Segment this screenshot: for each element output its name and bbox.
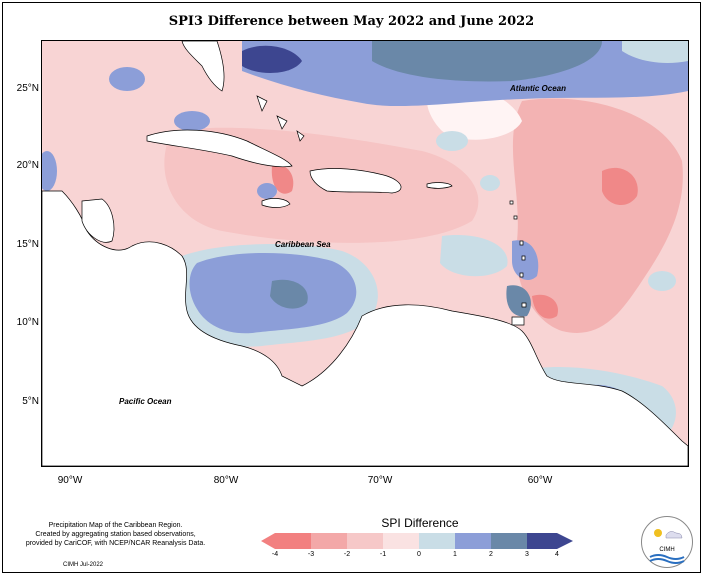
lon-tick-80: 80°W <box>213 475 239 486</box>
lat-tick-20: 20°N <box>16 160 39 171</box>
spi-difference-map <box>42 41 688 466</box>
legend-bin-6 <box>455 533 491 549</box>
footer-description: Precipitation Map of the Caribbean Regio… <box>23 521 208 548</box>
legend-bin-8 <box>527 533 557 549</box>
atlantic-ocean-label: Atlantic Ocean <box>510 84 567 93</box>
caribbean-sea-label: Caribbean Sea <box>275 240 331 249</box>
land-lesser-antilles <box>509 200 527 308</box>
legend-label--3: -3 <box>307 551 315 558</box>
legend-bin-7 <box>491 533 527 549</box>
legend-label-4: 4 <box>555 551 559 558</box>
spi-blob-pr <box>480 175 500 191</box>
cimh-logo: CIMH <box>641 516 693 568</box>
land-trinidad <box>511 316 525 326</box>
cimh-logo-text: CIMH <box>659 547 675 553</box>
spi-field-northeast-pale <box>622 41 688 63</box>
legend-bin-5 <box>419 533 455 549</box>
spi-field-antilles-dark <box>506 285 531 317</box>
map-title: SPI3 Difference between May 2022 and Jun… <box>168 14 535 29</box>
lon-tick-60: 60°W <box>527 475 553 486</box>
footer-line-2: Created by aggregating station based obs… <box>35 531 196 538</box>
footer-line-1: Precipitation Map of the Caribbean Regio… <box>48 522 183 529</box>
legend-label-0: 0 <box>417 551 421 558</box>
legend-label--2: -2 <box>343 551 351 558</box>
lat-tick-25: 25°N <box>16 83 39 94</box>
spi-spot-east-red <box>602 167 638 206</box>
land-hispaniola <box>309 168 402 194</box>
lat-tick-5: 5°N <box>22 396 39 407</box>
pacific-ocean-label: Pacific Ocean <box>119 397 172 406</box>
spi-blob-west-edge <box>42 151 57 191</box>
spi-field-north-darkest <box>242 45 302 73</box>
spi-blob-east-pale <box>436 131 468 151</box>
legend-label-2: 2 <box>489 551 493 558</box>
lat-tick-15: 15°N <box>16 239 39 250</box>
spi-field-caribbean-dark <box>270 279 308 309</box>
spi-spot-antilles-red <box>532 294 558 319</box>
legend-label--4: -4 <box>271 551 279 558</box>
land-jamaica <box>261 198 291 208</box>
land-puerto-rico <box>426 182 453 189</box>
legend-title: SPI Difference <box>381 516 459 530</box>
land-cuba <box>146 129 293 168</box>
legend-label-3: 3 <box>525 551 529 558</box>
legend-label-1: 1 <box>453 551 457 558</box>
spi-blob-haiti <box>257 183 277 199</box>
spi-spot-central-red <box>271 165 294 194</box>
footer-line-3: provided by CariCOF, with NCEP/NCAR Rean… <box>25 540 206 547</box>
spi-blob-cuba <box>174 111 210 131</box>
lon-tick-90: 90°W <box>57 475 83 486</box>
legend-bin-4 <box>383 533 419 549</box>
lat-tick-10: 10°N <box>16 317 39 328</box>
land-yucatan <box>81 198 115 243</box>
spi-blob-atlantic-pale <box>648 271 676 291</box>
lon-tick-70: 70°W <box>367 475 393 486</box>
legend-label--1: -1 <box>379 551 387 558</box>
legend-arrow-left <box>261 533 275 549</box>
land-florida <box>181 41 225 92</box>
legend-bin-1 <box>275 533 311 549</box>
legend-bin-2 <box>311 533 347 549</box>
legend-colorbar <box>261 533 573 549</box>
spi-field-east-pink <box>512 98 683 333</box>
legend-bin-3 <box>347 533 383 549</box>
legend-arrow-right <box>557 533 573 549</box>
spi-field-north-dark <box>372 41 602 82</box>
map-area: Atlantic Ocean Caribbean Sea Pacific Oce… <box>41 40 689 467</box>
cimh-logo-icon <box>649 529 685 564</box>
footer-credit: CIMH Jul-2022 <box>63 562 104 568</box>
land-central-south-america <box>42 190 688 466</box>
land-bahamas <box>256 95 305 142</box>
spi-blob-gulf <box>109 67 145 91</box>
spi-field-pale-blue-center <box>440 235 508 277</box>
